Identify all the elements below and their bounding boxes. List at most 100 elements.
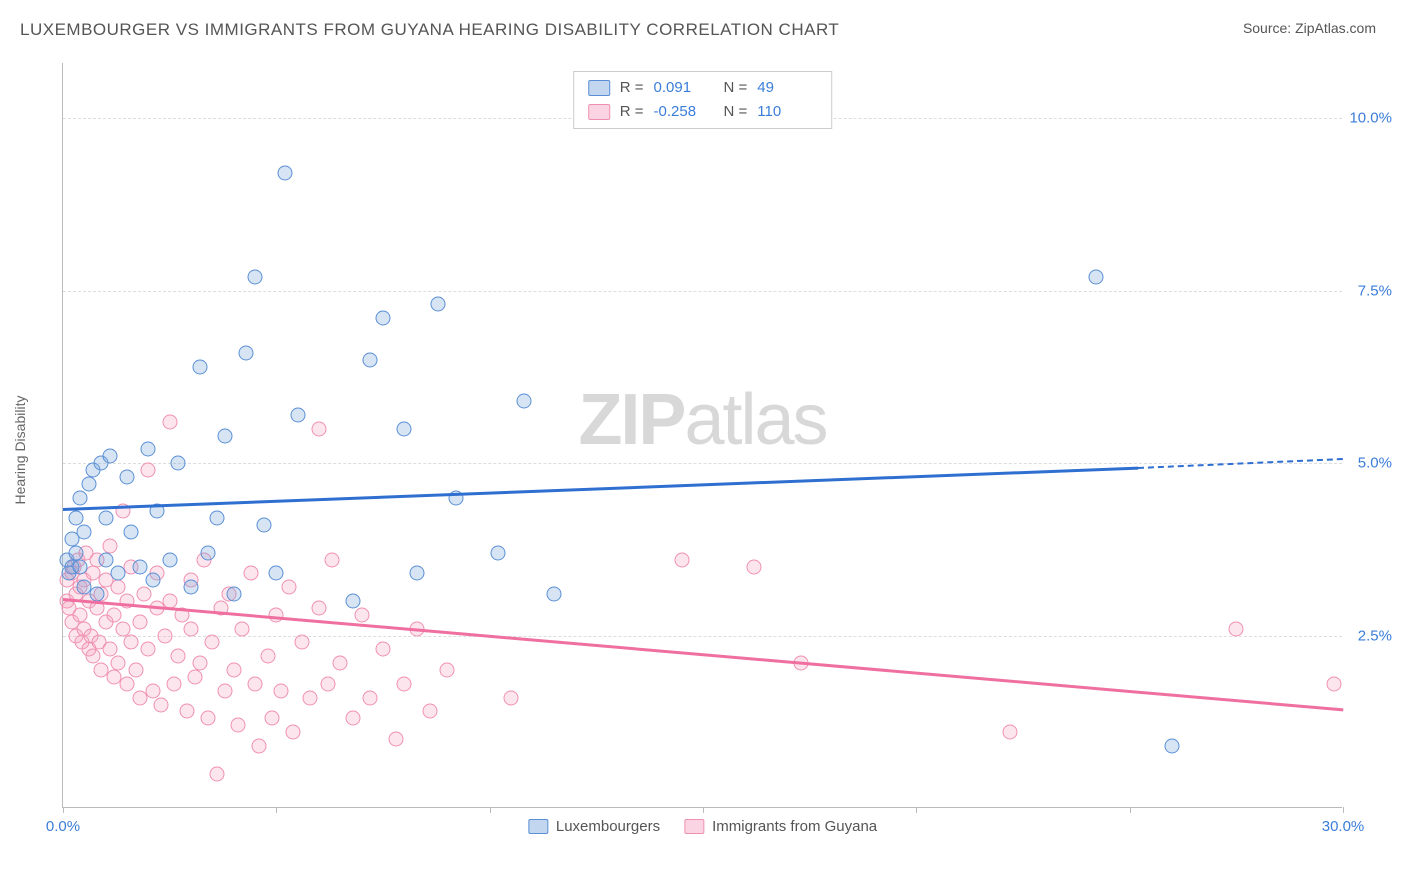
data-point xyxy=(162,414,177,429)
data-point xyxy=(546,587,561,602)
legend-series: Luxembourgers Immigrants from Guyana xyxy=(528,818,877,835)
chart-container: Hearing Disability ZIPatlas R =0.091N =4… xyxy=(50,55,1390,845)
data-point xyxy=(269,566,284,581)
data-point xyxy=(363,352,378,367)
data-point xyxy=(290,407,305,422)
data-point xyxy=(303,690,318,705)
data-point xyxy=(422,704,437,719)
data-point xyxy=(397,421,412,436)
data-point xyxy=(132,559,147,574)
data-point xyxy=(320,676,335,691)
data-point xyxy=(192,656,207,671)
data-point xyxy=(376,311,391,326)
y-tick-label: 2.5% xyxy=(1347,627,1392,644)
data-point xyxy=(73,490,88,505)
plot-area: ZIPatlas R =0.091N =49R =-0.258N =110 Lu… xyxy=(62,63,1342,808)
chart-title: LUXEMBOURGER VS IMMIGRANTS FROM GUYANA H… xyxy=(20,20,839,40)
data-point xyxy=(346,594,361,609)
x-tick xyxy=(1343,807,1344,813)
data-point xyxy=(184,621,199,636)
legend-label: Immigrants from Guyana xyxy=(712,818,877,835)
legend-item: Immigrants from Guyana xyxy=(684,818,877,835)
data-point xyxy=(239,345,254,360)
data-point xyxy=(1327,676,1342,691)
data-point xyxy=(273,683,288,698)
legend-correlation: R =0.091N =49R =-0.258N =110 xyxy=(573,71,833,129)
data-point xyxy=(243,566,258,581)
data-point xyxy=(256,518,271,533)
data-point xyxy=(141,642,156,657)
data-point xyxy=(141,462,156,477)
data-point xyxy=(226,587,241,602)
data-point xyxy=(230,718,245,733)
data-point xyxy=(269,607,284,622)
data-point xyxy=(354,607,369,622)
data-point xyxy=(674,552,689,567)
gridline xyxy=(63,463,1342,464)
data-point xyxy=(388,732,403,747)
data-point xyxy=(265,711,280,726)
data-point xyxy=(286,725,301,740)
data-point xyxy=(90,587,105,602)
legend-label: Luxembourgers xyxy=(556,818,660,835)
data-point xyxy=(132,614,147,629)
y-tick-label: 10.0% xyxy=(1347,110,1392,127)
watermark: ZIPatlas xyxy=(578,379,826,461)
trend-line xyxy=(63,598,1343,711)
legend-n-label: N = xyxy=(724,100,748,124)
data-point xyxy=(201,711,216,726)
data-point xyxy=(145,573,160,588)
data-point xyxy=(397,676,412,691)
data-point xyxy=(346,711,361,726)
data-point xyxy=(504,690,519,705)
data-point xyxy=(184,580,199,595)
data-point xyxy=(73,607,88,622)
legend-swatch xyxy=(684,819,704,834)
data-point xyxy=(85,649,100,664)
data-point xyxy=(77,525,92,540)
data-point xyxy=(205,635,220,650)
data-point xyxy=(145,683,160,698)
data-point xyxy=(294,635,309,650)
data-point xyxy=(260,649,275,664)
x-tick xyxy=(490,807,491,813)
y-tick-label: 5.0% xyxy=(1347,455,1392,472)
data-point xyxy=(516,394,531,409)
data-point xyxy=(98,552,113,567)
data-point xyxy=(120,676,135,691)
data-point xyxy=(1003,725,1018,740)
data-point xyxy=(1088,269,1103,284)
legend-item: Luxembourgers xyxy=(528,818,660,835)
data-point xyxy=(111,580,126,595)
legend-n-value: 110 xyxy=(757,100,817,124)
legend-r-label: R = xyxy=(620,100,644,124)
legend-r-value: 0.091 xyxy=(654,76,714,100)
x-tick xyxy=(276,807,277,813)
x-tick xyxy=(63,807,64,813)
x-tick-label: 0.0% xyxy=(46,818,80,835)
data-point xyxy=(158,628,173,643)
data-point xyxy=(107,607,122,622)
y-tick-label: 7.5% xyxy=(1347,282,1392,299)
data-point xyxy=(747,559,762,574)
legend-r-label: R = xyxy=(620,76,644,100)
data-point xyxy=(128,663,143,678)
legend-row: R =0.091N =49 xyxy=(588,76,818,100)
data-point xyxy=(312,421,327,436)
data-point xyxy=(166,676,181,691)
data-point xyxy=(1229,621,1244,636)
x-tick xyxy=(1130,807,1131,813)
data-point xyxy=(171,649,186,664)
data-point xyxy=(363,690,378,705)
data-point xyxy=(162,552,177,567)
data-point xyxy=(333,656,348,671)
data-point xyxy=(218,683,233,698)
data-point xyxy=(73,559,88,574)
y-axis-label: Hearing Disability xyxy=(12,396,28,505)
data-point xyxy=(431,297,446,312)
data-point xyxy=(324,552,339,567)
data-point xyxy=(81,476,96,491)
gridline xyxy=(63,636,1342,637)
legend-n-label: N = xyxy=(724,76,748,100)
trend-line xyxy=(63,467,1138,511)
